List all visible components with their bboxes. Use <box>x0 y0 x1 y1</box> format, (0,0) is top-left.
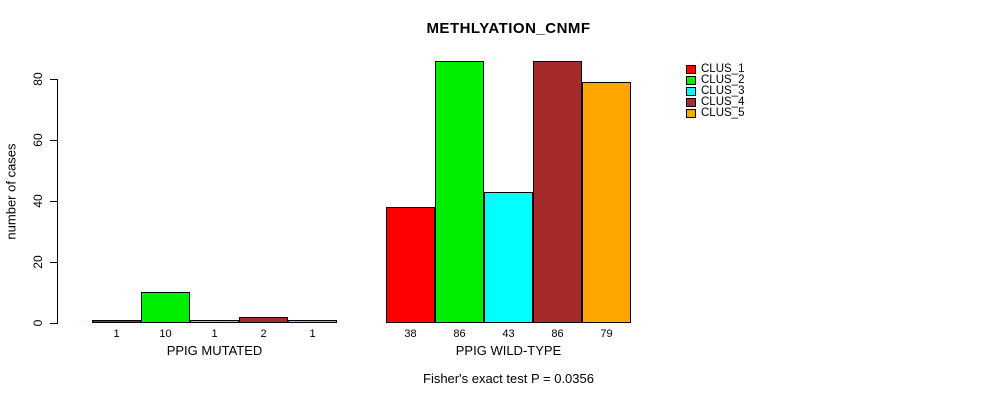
bar-value-label: 1 <box>309 328 316 340</box>
y-tick-label: 0 <box>31 319 45 327</box>
bar-value-label: 1 <box>113 328 120 340</box>
y-tick-label: 60 <box>31 133 45 147</box>
bar-value-label: 86 <box>453 328 466 340</box>
legend-swatch-clus4 <box>686 98 696 107</box>
bar-clus_1 <box>92 320 141 323</box>
legend-swatch-clus5 <box>686 109 696 118</box>
legend: CLUS_1 CLUS_2 CLUS_3 CLUS_4 CLUS_5 <box>686 63 745 119</box>
legend-item: CLUS_5 <box>686 107 745 119</box>
x-group-label-mutated: PPIG MUTATED <box>166 343 263 358</box>
bar-value-label: 1 <box>211 328 218 340</box>
bar-clus_2 <box>435 61 484 323</box>
bar-value-label: 79 <box>600 328 613 340</box>
bar-value-label: 38 <box>404 328 417 340</box>
bar-clus_5 <box>288 320 337 323</box>
y-tick <box>50 201 57 202</box>
y-tick-label: 20 <box>31 255 45 269</box>
legend-swatch-clus2 <box>686 76 696 85</box>
y-tick-label: 40 <box>31 194 45 208</box>
legend-item: CLUS_4 <box>686 96 745 108</box>
bar-value-label: 10 <box>159 328 172 340</box>
annotation-text: Fisher's exact test P = 0.0356 <box>423 371 594 386</box>
bar-value-label: 43 <box>502 328 515 340</box>
legend-item: CLUS_2 <box>686 74 745 86</box>
chart-title: METHLYATION_CNMF <box>426 20 591 37</box>
legend-label: CLUS_4 <box>701 96 745 108</box>
bar-clus_1 <box>386 207 435 323</box>
legend-swatch-clus3 <box>686 87 696 96</box>
y-tick-label: 80 <box>31 72 45 86</box>
x-group-label-wildtype: PPIG WILD-TYPE <box>455 343 562 358</box>
bar-clus_4 <box>239 317 288 323</box>
y-axis-label: number of cases <box>3 143 19 240</box>
legend-label: CLUS_3 <box>701 85 745 97</box>
legend-label: CLUS_1 <box>701 63 745 75</box>
bar-value-label: 2 <box>260 328 267 340</box>
bar-clus_4 <box>533 61 582 323</box>
bar-clus_3 <box>190 320 239 323</box>
bar-clus_5 <box>582 82 631 323</box>
y-tick <box>50 262 57 263</box>
y-tick <box>50 323 57 324</box>
bar-clus_3 <box>484 192 533 323</box>
legend-swatch-clus1 <box>686 65 696 74</box>
legend-item: CLUS_3 <box>686 85 745 97</box>
legend-label: CLUS_5 <box>701 107 745 119</box>
bar-value-label: 86 <box>551 328 564 340</box>
y-axis <box>57 79 58 324</box>
y-tick <box>50 140 57 141</box>
legend-label: CLUS_2 <box>701 74 745 86</box>
bar-clus_2 <box>141 292 190 323</box>
legend-item: CLUS_1 <box>686 63 745 75</box>
y-tick <box>50 79 57 80</box>
